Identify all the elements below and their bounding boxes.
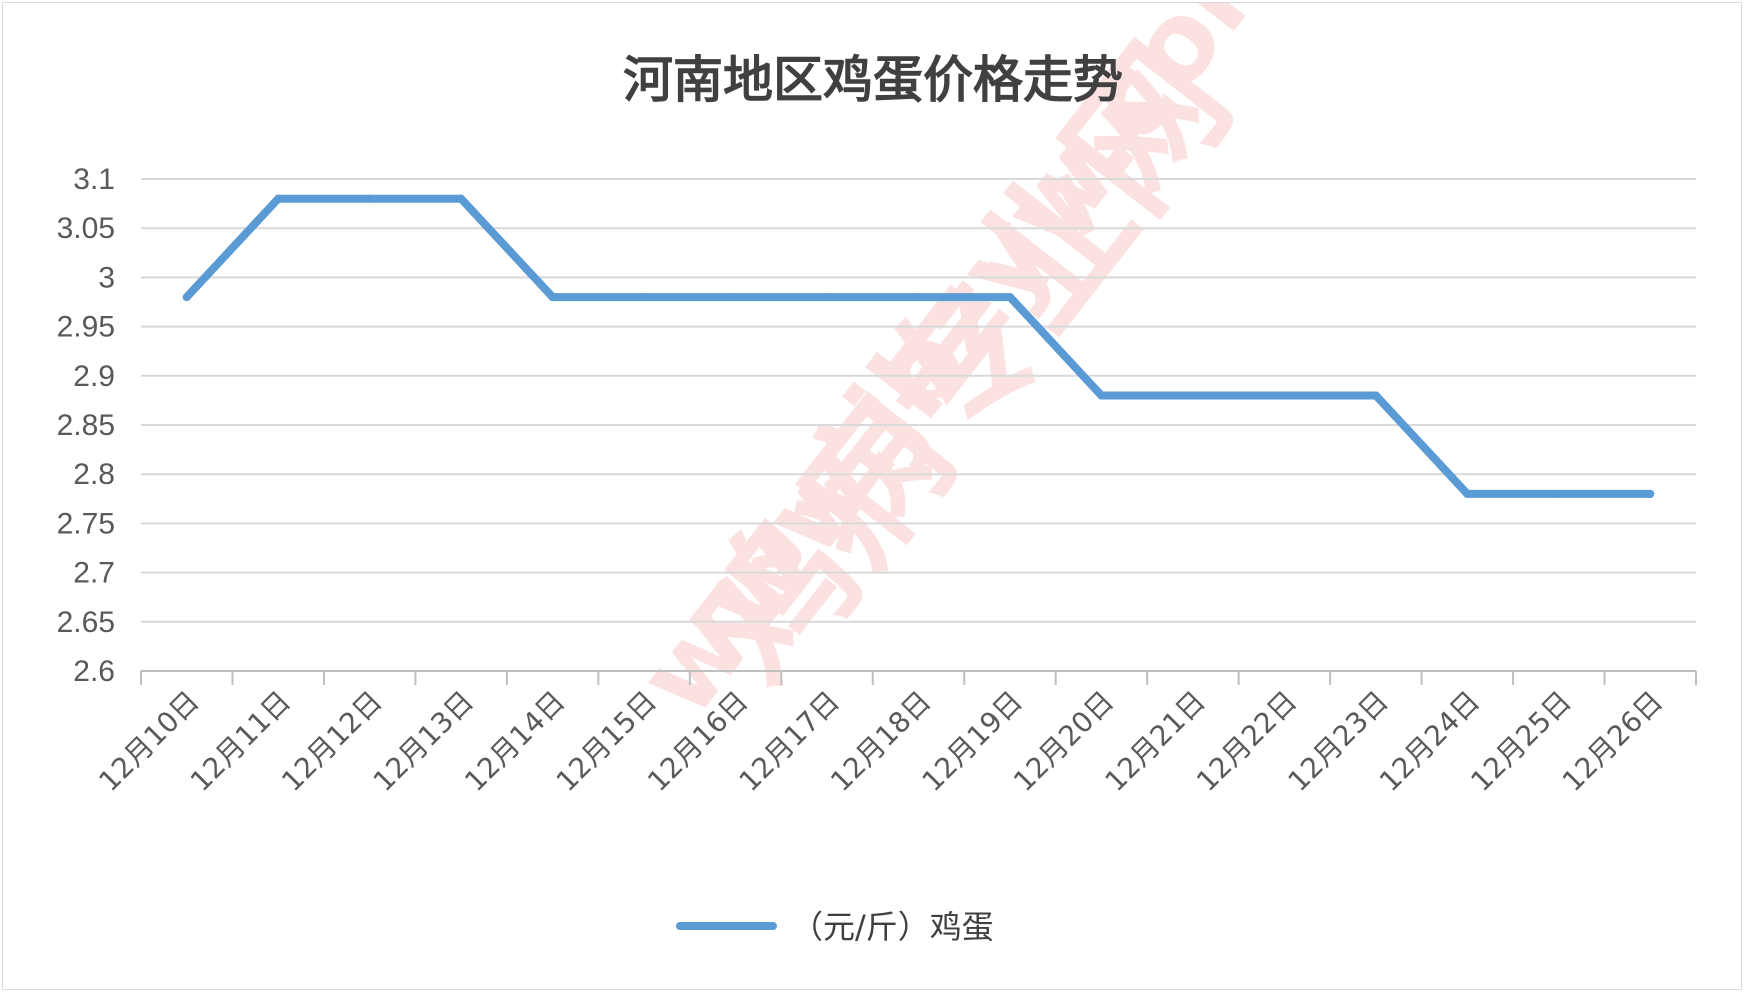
x-tick-label: 12月23日 <box>1281 685 1394 798</box>
x-tick-label: 12月21日 <box>1099 685 1212 798</box>
x-tick-label: 12月10日 <box>92 685 205 798</box>
data-point <box>182 293 191 302</box>
chart-svg: 鸡病专业网 www.jbzyw.com 3.1 3.05 3 2.95 2.9 2.85 2… <box>57 3 1697 946</box>
legend-label: （元/斤）鸡蛋 <box>791 908 994 946</box>
y-axis-ticks: 3.1 3.05 3 2.95 2.9 2.85 2.8 2.75 2.7 2.65 2.6 <box>57 163 115 688</box>
data-point <box>457 194 466 203</box>
data-point <box>731 293 740 302</box>
watermark: 鸡病专业网 www.jbzyw.com <box>613 3 1319 739</box>
x-tick-label: 12月14日 <box>458 685 571 798</box>
y-tick-label: 2.7 <box>73 557 115 590</box>
y-tick-label: 2.75 <box>57 507 115 540</box>
y-tick-label: 2.95 <box>57 311 115 344</box>
y-tick-label: 2.85 <box>57 409 115 442</box>
data-point <box>1188 391 1197 400</box>
data-point <box>1463 489 1472 498</box>
series-layer <box>182 194 1655 498</box>
data-point <box>914 293 923 302</box>
data-point <box>1554 489 1563 498</box>
x-tick-label: 12月15日 <box>550 685 663 798</box>
y-tick-label: 2.6 <box>73 655 115 688</box>
x-tick-label: 12月26日 <box>1556 685 1669 798</box>
x-tick-label: 12月18日 <box>824 685 937 798</box>
data-point <box>1646 489 1655 498</box>
data-point <box>1280 391 1289 400</box>
data-point <box>1097 391 1106 400</box>
y-tick-label: 2.8 <box>73 458 115 491</box>
data-point <box>1371 391 1380 400</box>
y-tick-label: 2.9 <box>73 360 115 393</box>
x-tick-label: 12月12日 <box>275 685 388 798</box>
data-point <box>548 293 557 302</box>
x-tick-label: 12月11日 <box>184 685 297 798</box>
grid <box>141 178 1696 623</box>
x-tick-label: 12月19日 <box>916 685 1029 798</box>
y-tick-label: 2.65 <box>57 606 115 639</box>
y-tick-label: 3 <box>98 261 115 294</box>
x-tick-label: 12月22日 <box>1190 685 1303 798</box>
data-point <box>823 293 832 302</box>
x-tick-label: 12月24日 <box>1373 685 1486 798</box>
x-tick-label: 12月25日 <box>1464 685 1577 798</box>
data-point <box>640 293 649 302</box>
data-point <box>1005 293 1014 302</box>
x-tick-label: 12月13日 <box>367 685 480 798</box>
data-point <box>365 194 374 203</box>
y-tick-label: 3.1 <box>73 163 115 196</box>
legend: （元/斤）鸡蛋 <box>676 908 994 946</box>
y-tick-label: 3.05 <box>57 212 115 245</box>
x-tick-label: 12月20日 <box>1007 685 1120 798</box>
data-point <box>274 194 283 203</box>
chart-title: 河南地区鸡蛋价格走势 <box>623 50 1123 109</box>
